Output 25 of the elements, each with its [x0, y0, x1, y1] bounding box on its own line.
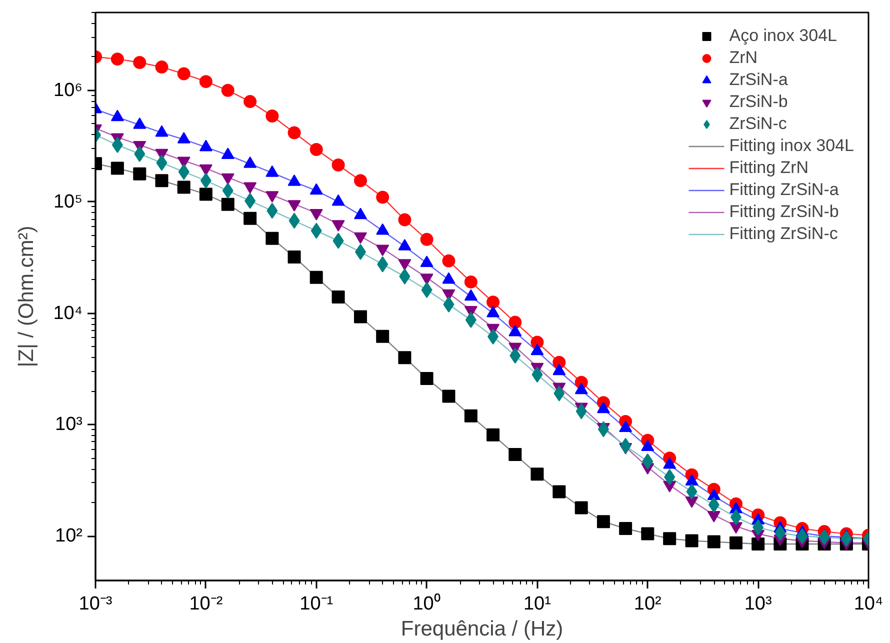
- y-tick-label: 10⁵: [53, 191, 83, 212]
- legend-label: ZrSiN-c: [729, 114, 787, 134]
- x-tick-label: 10²: [634, 594, 662, 614]
- y-tick-label: 10³: [55, 414, 83, 436]
- legend-label: ZrN: [729, 48, 758, 68]
- x-tick-label: 10⁻²: [189, 594, 223, 614]
- x-tick-label: 10¹: [523, 594, 551, 614]
- legend-label: ZrSiN-a: [729, 70, 788, 90]
- legend-label: Aço inox 304L: [729, 26, 837, 46]
- legend-label: Fitting ZrN: [729, 158, 809, 178]
- x-tick-label: 10³: [744, 594, 772, 614]
- legend-label: ZrSiN-b: [729, 92, 788, 112]
- legend-label: Fitting ZrSiN-a: [729, 180, 839, 200]
- legend-label: Fitting inox 304L: [729, 136, 854, 156]
- y-tick-label: 10⁴: [53, 302, 83, 324]
- y-tick-label: 10²: [55, 526, 83, 547]
- legend-label: Fitting ZrSiN-b: [729, 202, 839, 222]
- x-tick-label: 10⁻¹: [300, 594, 334, 614]
- y-tick-label: 10⁶: [54, 80, 83, 101]
- y-axis-title: |Z| / (Ohm.cm²): [15, 226, 38, 368]
- x-tick-label: 10⁰: [412, 592, 441, 614]
- legend-label: Fitting ZrSiN-c: [729, 224, 838, 244]
- x-axis-title: Frequência / (Hz): [400, 618, 564, 640]
- x-tick-label: 10⁴: [854, 594, 884, 614]
- x-tick-label: 10⁻³: [78, 594, 112, 614]
